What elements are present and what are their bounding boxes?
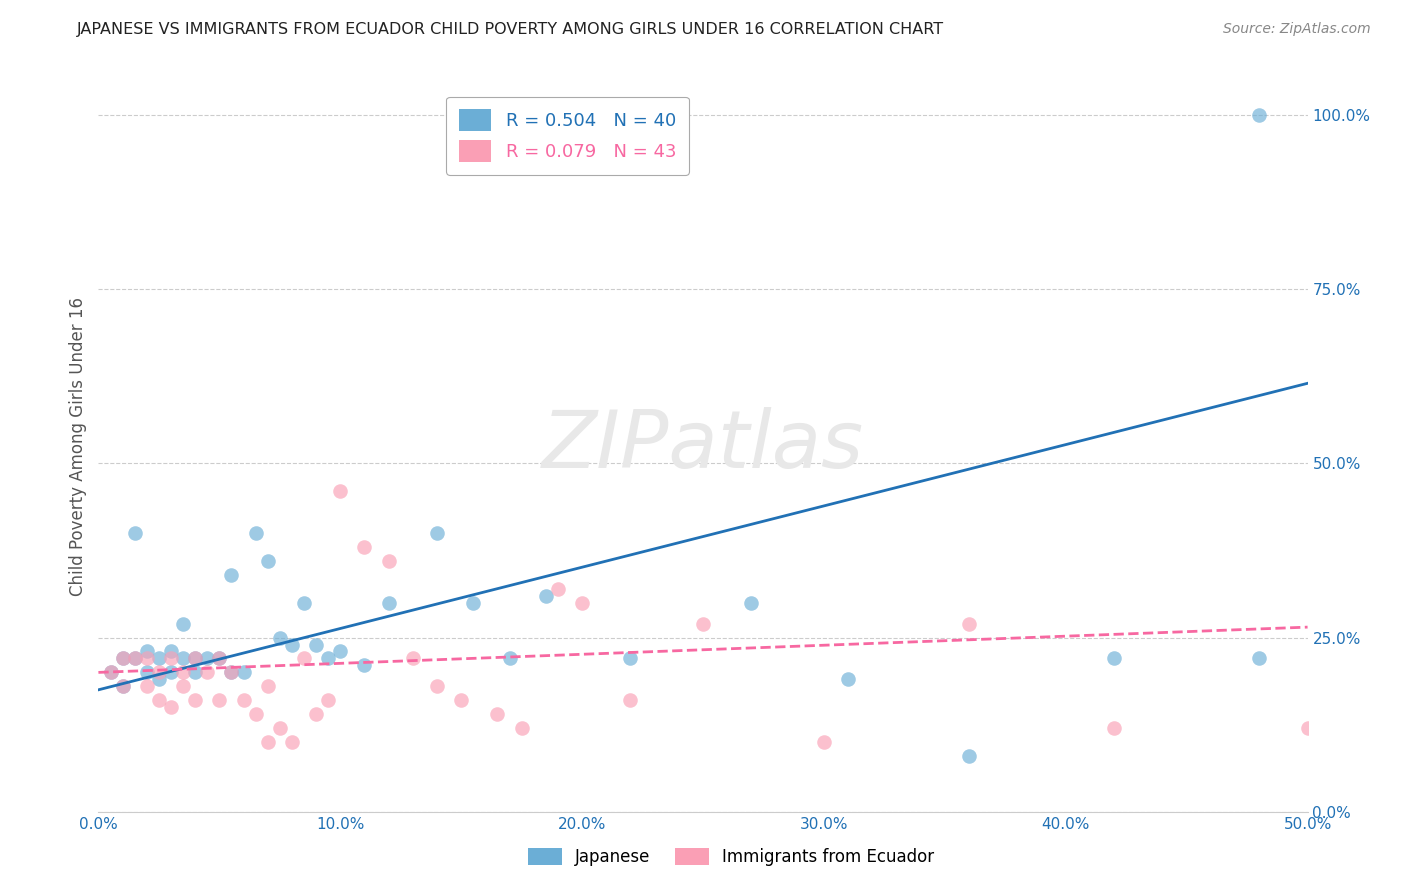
Point (486, 707, 509, 722)
Point (100, 665, 122, 680)
Point (571, 596, 593, 610)
Point (426, 679, 449, 693)
Point (281, 638, 304, 652)
Point (957, 749, 980, 764)
Point (498, 651, 520, 665)
Point (111, 679, 134, 693)
Point (1102, 651, 1125, 665)
Point (813, 735, 835, 749)
Point (160, 651, 183, 665)
Point (184, 665, 207, 680)
Point (135, 679, 157, 693)
Point (221, 665, 243, 680)
Point (232, 693, 254, 707)
Point (353, 658, 375, 673)
Point (172, 665, 194, 680)
Y-axis label: Child Poverty Among Girls Under 16: Child Poverty Among Girls Under 16 (69, 296, 87, 596)
Point (221, 567, 243, 582)
Point (172, 651, 194, 665)
Point (184, 693, 207, 707)
Point (124, 651, 146, 665)
Point (1296, 721, 1319, 735)
Point (957, 616, 980, 631)
Point (740, 596, 762, 610)
Point (1102, 721, 1125, 735)
Point (184, 651, 207, 665)
Point (316, 651, 339, 665)
Point (837, 673, 859, 687)
Point (195, 651, 218, 665)
Point (160, 665, 183, 680)
Point (172, 679, 194, 693)
Point (269, 631, 291, 645)
Point (256, 735, 278, 749)
Point (463, 596, 485, 610)
Point (184, 651, 207, 665)
Point (1249, 651, 1271, 665)
Point (1249, 108, 1271, 122)
Point (135, 665, 157, 680)
Point (619, 651, 641, 665)
Point (148, 693, 170, 707)
Point (160, 644, 183, 658)
Point (305, 638, 328, 652)
Point (281, 735, 304, 749)
Point (377, 596, 399, 610)
Point (547, 582, 569, 596)
Point (377, 554, 399, 568)
Point (256, 554, 278, 568)
Point (111, 679, 134, 693)
Point (208, 651, 231, 665)
Point (329, 484, 352, 499)
Point (619, 693, 641, 707)
Point (450, 693, 472, 707)
Point (172, 616, 194, 631)
Point (353, 540, 375, 554)
Point (124, 526, 146, 541)
Point (195, 665, 218, 680)
Legend: Japanese, Immigrants from Ecuador: Japanese, Immigrants from Ecuador (520, 840, 942, 875)
Point (269, 721, 291, 735)
Point (329, 644, 352, 658)
Point (148, 673, 170, 687)
Point (135, 651, 157, 665)
Point (245, 526, 267, 541)
Point (292, 651, 315, 665)
Point (208, 693, 231, 707)
Point (232, 665, 254, 680)
Point (426, 526, 449, 541)
Point (534, 589, 557, 603)
Legend: R = 0.504   N = 40, R = 0.079   N = 43: R = 0.504 N = 40, R = 0.079 N = 43 (446, 96, 689, 175)
Point (692, 616, 714, 631)
Point (160, 700, 183, 714)
Point (148, 651, 170, 665)
Point (316, 693, 339, 707)
Point (256, 679, 278, 693)
Point (111, 651, 134, 665)
Text: ZIPatlas: ZIPatlas (541, 407, 865, 485)
Point (124, 651, 146, 665)
Text: JAPANESE VS IMMIGRANTS FROM ECUADOR CHILD POVERTY AMONG GIRLS UNDER 16 CORRELATI: JAPANESE VS IMMIGRANTS FROM ECUADOR CHIL… (77, 22, 945, 37)
Point (245, 707, 267, 722)
Point (135, 644, 157, 658)
Point (510, 721, 533, 735)
Point (305, 707, 328, 722)
Point (100, 665, 122, 680)
Point (148, 665, 170, 680)
Point (292, 596, 315, 610)
Point (208, 651, 231, 665)
Point (402, 651, 425, 665)
Text: Source: ZipAtlas.com: Source: ZipAtlas.com (1223, 22, 1371, 37)
Point (221, 665, 243, 680)
Point (111, 651, 134, 665)
